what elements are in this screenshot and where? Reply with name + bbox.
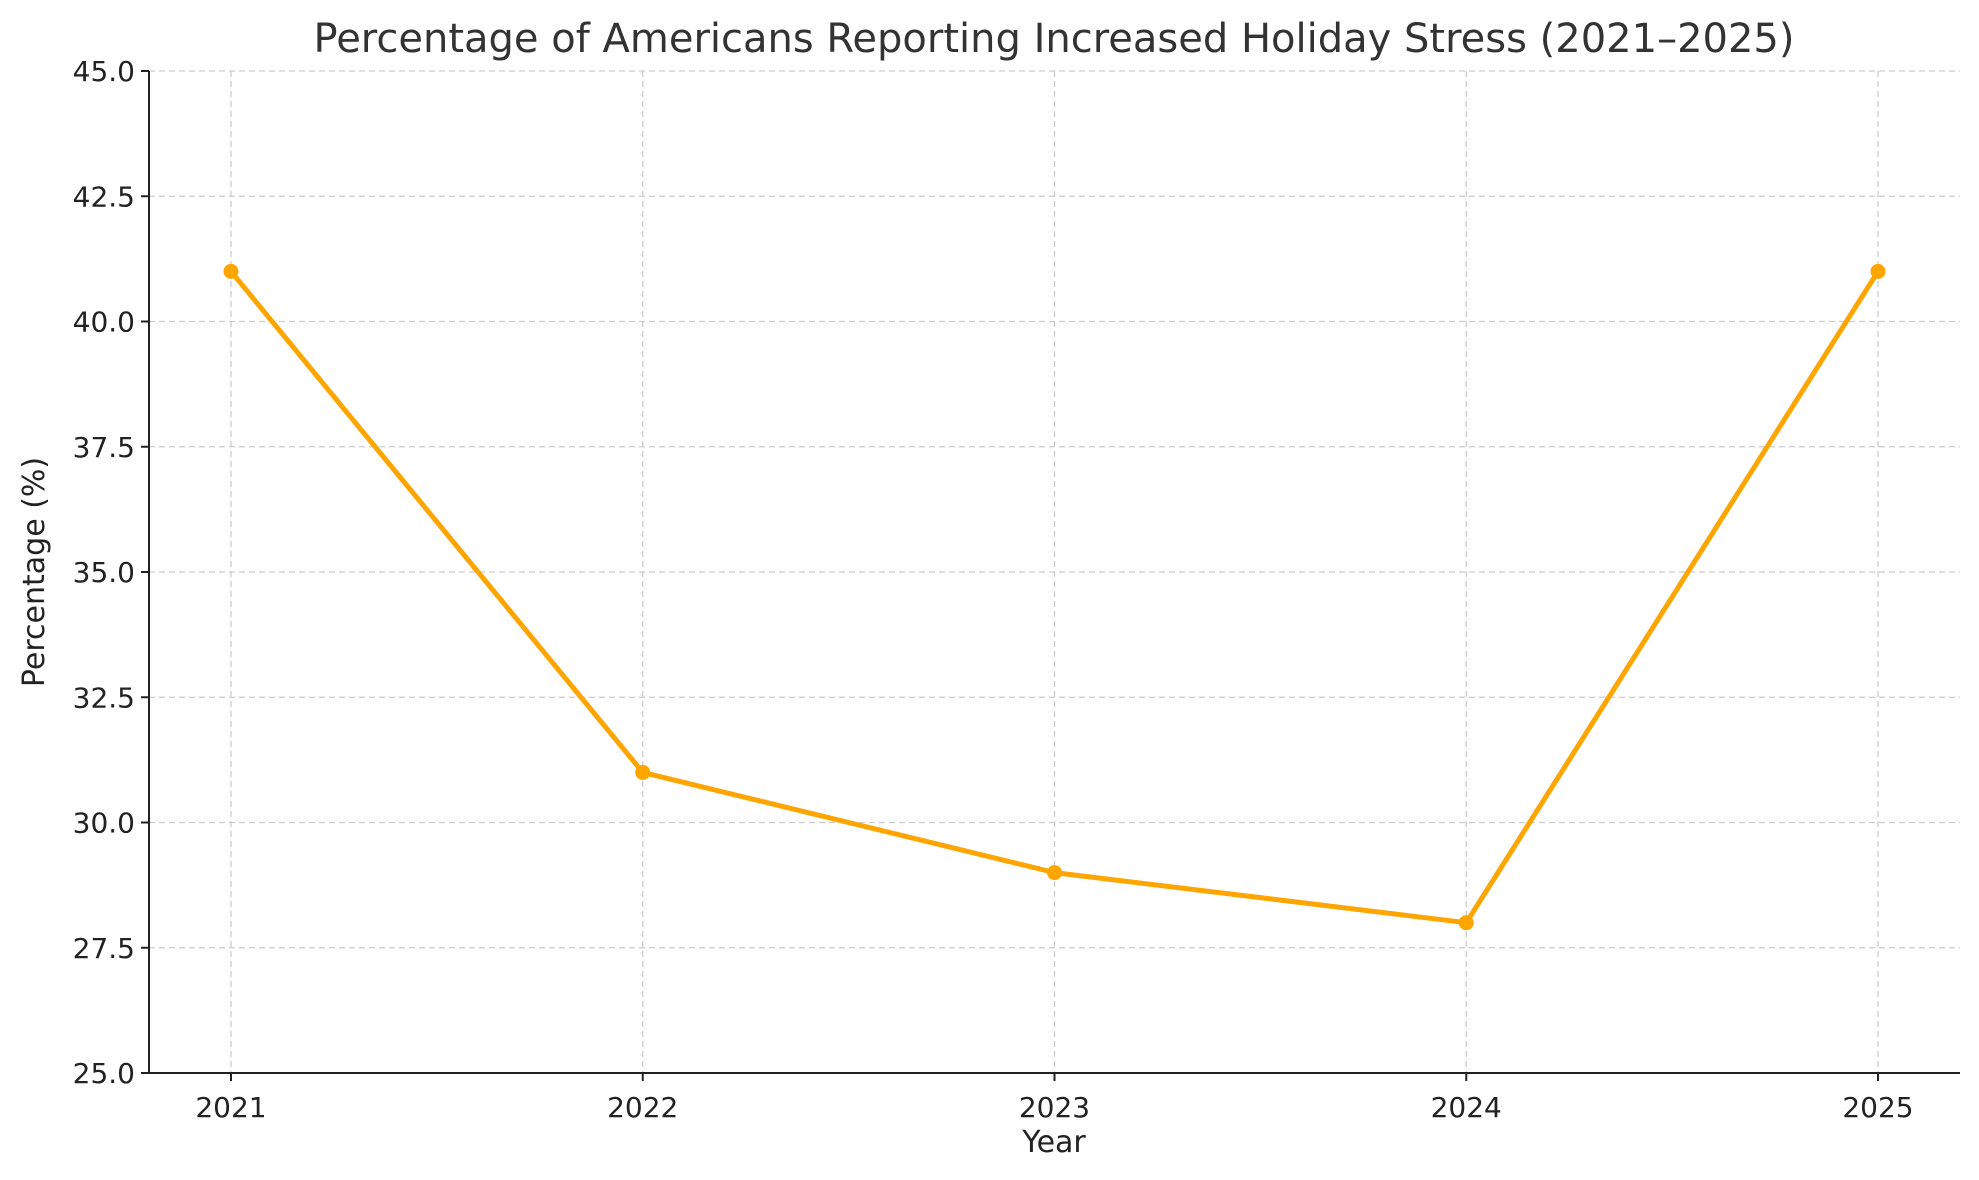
y-tick-label: 42.5 xyxy=(73,180,135,213)
data-point xyxy=(223,263,239,279)
x-tick-label: 2023 xyxy=(1019,1091,1090,1124)
y-tick-label: 40.0 xyxy=(73,306,135,339)
data-point xyxy=(635,764,651,780)
y-tick-label: 30.0 xyxy=(73,807,135,840)
data-point xyxy=(1458,915,1474,931)
y-tick-label: 32.5 xyxy=(73,681,135,714)
x-tick-label: 2025 xyxy=(1842,1091,1913,1124)
y-tick-label: 45.0 xyxy=(73,55,135,88)
chart-title: Percentage of Americans Reporting Increa… xyxy=(314,16,1795,62)
x-tick-label: 2021 xyxy=(195,1091,266,1124)
y-tick-label: 37.5 xyxy=(73,431,135,464)
y-axis-label: Percentage (%) xyxy=(17,457,52,687)
x-tick-label: 2024 xyxy=(1431,1091,1502,1124)
x-axis-label: Year xyxy=(1021,1125,1086,1160)
y-tick-label: 35.0 xyxy=(73,556,135,589)
y-tick-label: 27.5 xyxy=(73,932,135,965)
data-point xyxy=(1047,865,1062,881)
x-tick-label: 2022 xyxy=(607,1091,678,1124)
data-point xyxy=(1870,263,1886,279)
y-tick-label: 25.0 xyxy=(73,1057,135,1090)
